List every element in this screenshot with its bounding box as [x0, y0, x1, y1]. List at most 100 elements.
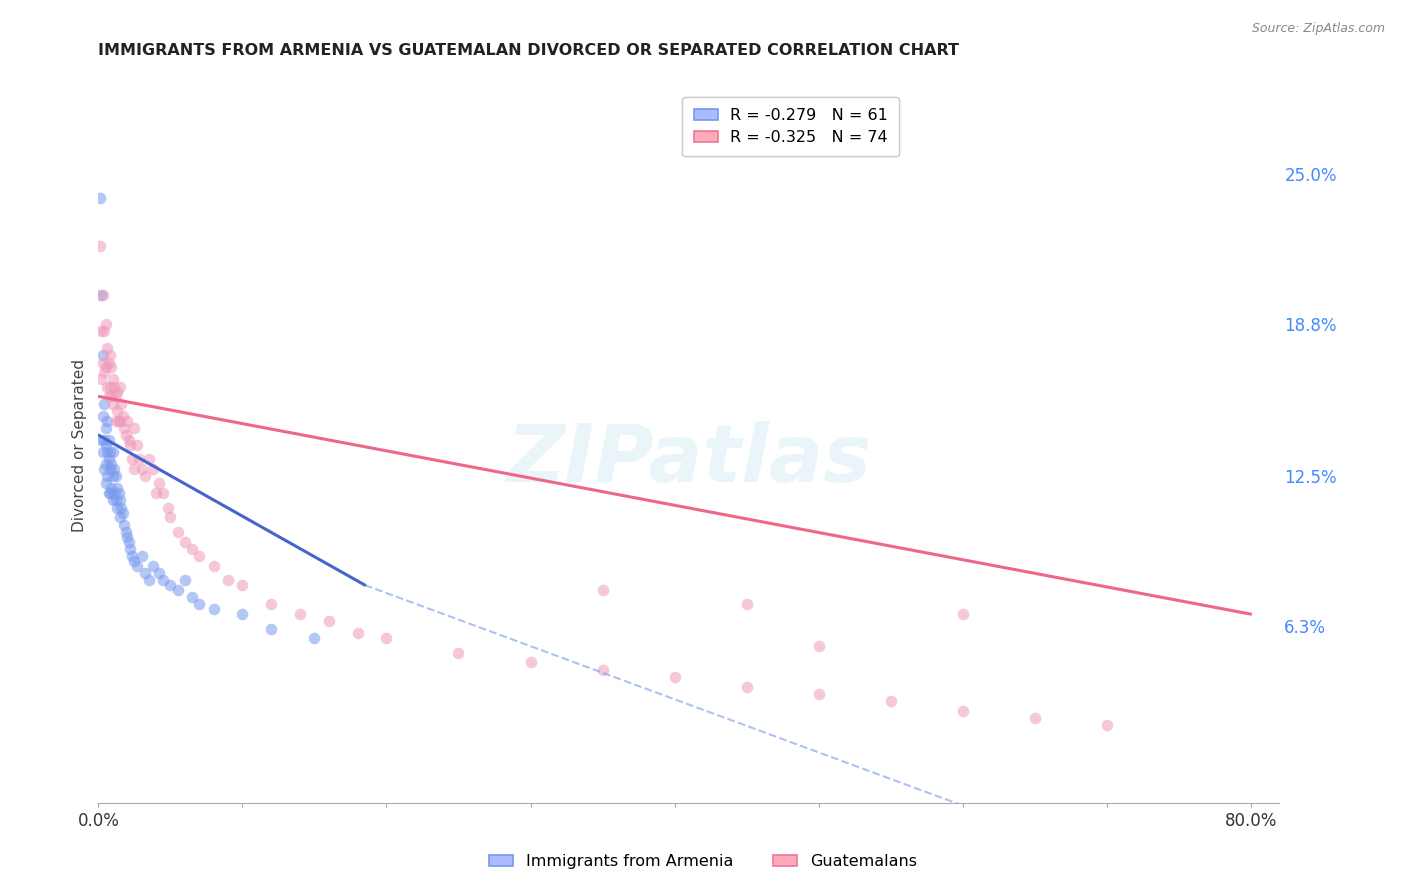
- Text: IMMIGRANTS FROM ARMENIA VS GUATEMALAN DIVORCED OR SEPARATED CORRELATION CHART: IMMIGRANTS FROM ARMENIA VS GUATEMALAN DI…: [98, 43, 959, 58]
- Point: [90, 324, 112, 338]
- Point: [735, 680, 758, 694]
- Point: [103, 380, 125, 394]
- Point: [121, 549, 143, 563]
- Point: [134, 469, 156, 483]
- Point: [94, 438, 117, 452]
- Point: [114, 428, 136, 442]
- Legend: Immigrants from Armenia, Guatemalans: Immigrants from Armenia, Guatemalans: [482, 847, 924, 875]
- Point: [166, 524, 188, 539]
- Point: [98, 445, 121, 459]
- Point: [93, 433, 115, 447]
- Point: [131, 462, 153, 476]
- Point: [105, 500, 128, 515]
- Point: [118, 534, 141, 549]
- Point: [145, 486, 167, 500]
- Point: [260, 622, 283, 636]
- Point: [93, 397, 115, 411]
- Point: [97, 452, 120, 467]
- Point: [879, 694, 901, 708]
- Point: [101, 493, 124, 508]
- Point: [124, 462, 146, 476]
- Point: [100, 457, 122, 471]
- Point: [115, 530, 138, 544]
- Point: [108, 380, 131, 394]
- Point: [98, 486, 121, 500]
- Point: [96, 445, 118, 459]
- Point: [127, 438, 149, 452]
- Point: [181, 541, 204, 556]
- Point: [107, 486, 129, 500]
- Point: [101, 372, 124, 386]
- Point: [89, 239, 111, 253]
- Point: [94, 360, 117, 375]
- Point: [346, 626, 368, 640]
- Point: [202, 602, 225, 616]
- Point: [94, 317, 117, 331]
- Point: [148, 566, 170, 580]
- Point: [93, 324, 115, 338]
- Point: [188, 549, 211, 563]
- Point: [142, 558, 165, 573]
- Point: [166, 582, 188, 597]
- Point: [98, 462, 121, 476]
- Point: [121, 452, 143, 467]
- Point: [100, 360, 122, 375]
- Point: [375, 632, 398, 646]
- Point: [138, 574, 160, 588]
- Point: [90, 372, 112, 386]
- Point: [111, 409, 134, 423]
- Point: [104, 493, 127, 508]
- Point: [101, 397, 124, 411]
- Point: [91, 409, 114, 423]
- Point: [104, 414, 127, 428]
- Point: [110, 500, 132, 515]
- Point: [104, 389, 127, 403]
- Point: [100, 481, 122, 495]
- Point: [1095, 718, 1118, 732]
- Point: [120, 541, 142, 556]
- Point: [89, 191, 111, 205]
- Point: [108, 493, 131, 508]
- Point: [159, 578, 181, 592]
- Point: [148, 476, 170, 491]
- Point: [105, 384, 128, 399]
- Point: [112, 517, 135, 532]
- Point: [97, 486, 120, 500]
- Point: [94, 421, 117, 435]
- Point: [90, 288, 112, 302]
- Point: [592, 663, 614, 677]
- Point: [110, 397, 132, 411]
- Point: [231, 607, 253, 621]
- Point: [131, 549, 153, 563]
- Point: [260, 598, 283, 612]
- Point: [108, 510, 131, 524]
- Point: [807, 687, 830, 701]
- Point: [127, 558, 149, 573]
- Point: [142, 462, 165, 476]
- Point: [111, 506, 134, 520]
- Point: [115, 414, 138, 428]
- Point: [447, 646, 470, 660]
- Point: [1024, 711, 1046, 725]
- Point: [173, 574, 195, 588]
- Point: [120, 438, 142, 452]
- Point: [159, 510, 181, 524]
- Text: Source: ZipAtlas.com: Source: ZipAtlas.com: [1251, 22, 1385, 36]
- Point: [112, 421, 135, 435]
- Point: [134, 566, 156, 580]
- Point: [101, 445, 124, 459]
- Point: [101, 469, 124, 483]
- Text: ZIPatlas: ZIPatlas: [506, 421, 872, 500]
- Point: [231, 578, 253, 592]
- Point: [173, 534, 195, 549]
- Point: [318, 615, 340, 629]
- Point: [103, 462, 125, 476]
- Point: [124, 421, 146, 435]
- Point: [94, 476, 117, 491]
- Point: [97, 355, 120, 369]
- Point: [592, 582, 614, 597]
- Point: [98, 380, 121, 394]
- Point: [91, 288, 114, 302]
- Point: [100, 389, 122, 403]
- Point: [104, 469, 127, 483]
